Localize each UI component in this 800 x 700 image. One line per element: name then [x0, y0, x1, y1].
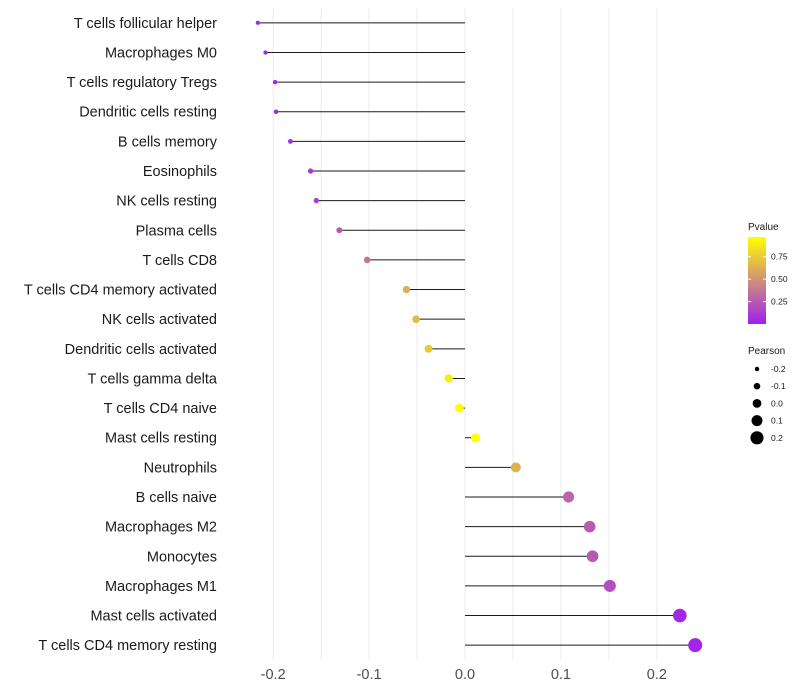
lollipop-point	[412, 315, 420, 324]
category-label: Dendritic cells activated	[65, 342, 217, 358]
colorbar-tick-label: 0.25	[771, 297, 788, 307]
x-tick-label: -0.1	[357, 667, 382, 683]
grid-layer	[272, 8, 658, 660]
category-label: Neutrophils	[144, 460, 217, 476]
lollipop-point	[673, 608, 687, 623]
lollipop-point	[313, 197, 320, 204]
lollipop-point	[288, 138, 293, 144]
category-label: T cells gamma delta	[88, 371, 218, 387]
lollipop-point	[402, 285, 411, 294]
legend-pearson-items: -0.2 -0.1 0.0 0.1 0.2	[750, 364, 786, 445]
category-label: B cells memory	[118, 134, 218, 150]
lollipop-point	[255, 20, 260, 25]
legend-pvalue-colorbar	[748, 237, 766, 324]
lollipop-point	[454, 403, 464, 413]
legend-pearson-title: Pearson	[748, 346, 785, 357]
legend-pvalue-ticks: 0.25 0.50 0.75	[748, 252, 788, 307]
lollipop-point	[307, 168, 314, 174]
category-label: Macrophages M1	[105, 579, 217, 595]
lollipop-layer	[255, 20, 703, 653]
pearson-legend-dot	[754, 366, 760, 372]
category-label: NK cells resting	[116, 194, 217, 210]
pearson-legend-label: -0.1	[771, 381, 786, 391]
lollipop-point	[471, 433, 481, 443]
category-label: B cells naive	[136, 490, 217, 506]
category-label: Monocytes	[147, 549, 217, 565]
category-label: NK cells activated	[102, 312, 217, 328]
lollipop-point	[444, 374, 453, 383]
category-label: T cells CD4 naive	[104, 401, 217, 417]
colorbar-tick-label: 0.50	[771, 274, 788, 284]
category-label: T cells CD4 memory activated	[24, 283, 217, 299]
pearson-legend-dot	[752, 399, 762, 408]
category-label: Macrophages M2	[105, 520, 217, 536]
lollipop-point	[263, 50, 268, 55]
category-label: Macrophages M0	[105, 45, 217, 61]
category-label: Mast cells resting	[105, 431, 217, 447]
lollipop-point	[424, 344, 433, 353]
category-label: Eosinophils	[143, 164, 217, 180]
pearson-legend-label: 0.0	[771, 398, 783, 408]
legend-pvalue: Pvalue 0.25 0.50 0.75	[748, 222, 788, 324]
pearson-legend-label: -0.2	[771, 364, 786, 374]
lollipop-point	[583, 520, 596, 533]
x-tick-label: 0.1	[551, 667, 571, 683]
lollipop-point	[272, 79, 278, 85]
pearson-legend-dot	[750, 431, 764, 445]
lollipop-point	[363, 256, 371, 264]
category-label: T cells CD4 memory resting	[38, 638, 217, 654]
lollipop-point	[586, 550, 599, 563]
category-label: Plasma cells	[136, 223, 217, 239]
category-label: Dendritic cells resting	[79, 105, 217, 121]
pearson-legend-dot	[751, 415, 763, 427]
pearson-legend-dot	[753, 382, 761, 390]
lollipop-point	[603, 579, 616, 592]
legend-pvalue-title: Pvalue	[748, 222, 779, 233]
x-tick-label: 0.2	[647, 667, 667, 683]
category-label: T cells regulatory Tregs	[67, 75, 217, 91]
pearson-legend-label: 0.2	[771, 433, 783, 443]
lollipop-point	[336, 227, 343, 234]
lollipop-point	[273, 109, 279, 114]
colorbar-tick-label: 0.75	[771, 252, 788, 262]
lollipop-point	[688, 638, 703, 653]
x-tick-label: -0.2	[261, 667, 286, 683]
x-axis: -0.2 -0.1 0.0 0.1 0.2	[261, 667, 667, 683]
category-axis: T cells follicular helper Macrophages M0 T…	[24, 16, 218, 654]
x-tick-label: 0.0	[455, 667, 475, 683]
legend-pearson: Pearson -0.2 -0.1 0.0 0.1 0.2	[748, 346, 786, 445]
lollipop-point	[563, 491, 575, 503]
category-label: T cells CD8	[142, 253, 217, 269]
category-label: T cells follicular helper	[74, 16, 217, 32]
pearson-legend-label: 0.1	[771, 416, 783, 426]
category-label: Mast cells activated	[90, 609, 217, 625]
lollipop-point	[510, 462, 521, 473]
